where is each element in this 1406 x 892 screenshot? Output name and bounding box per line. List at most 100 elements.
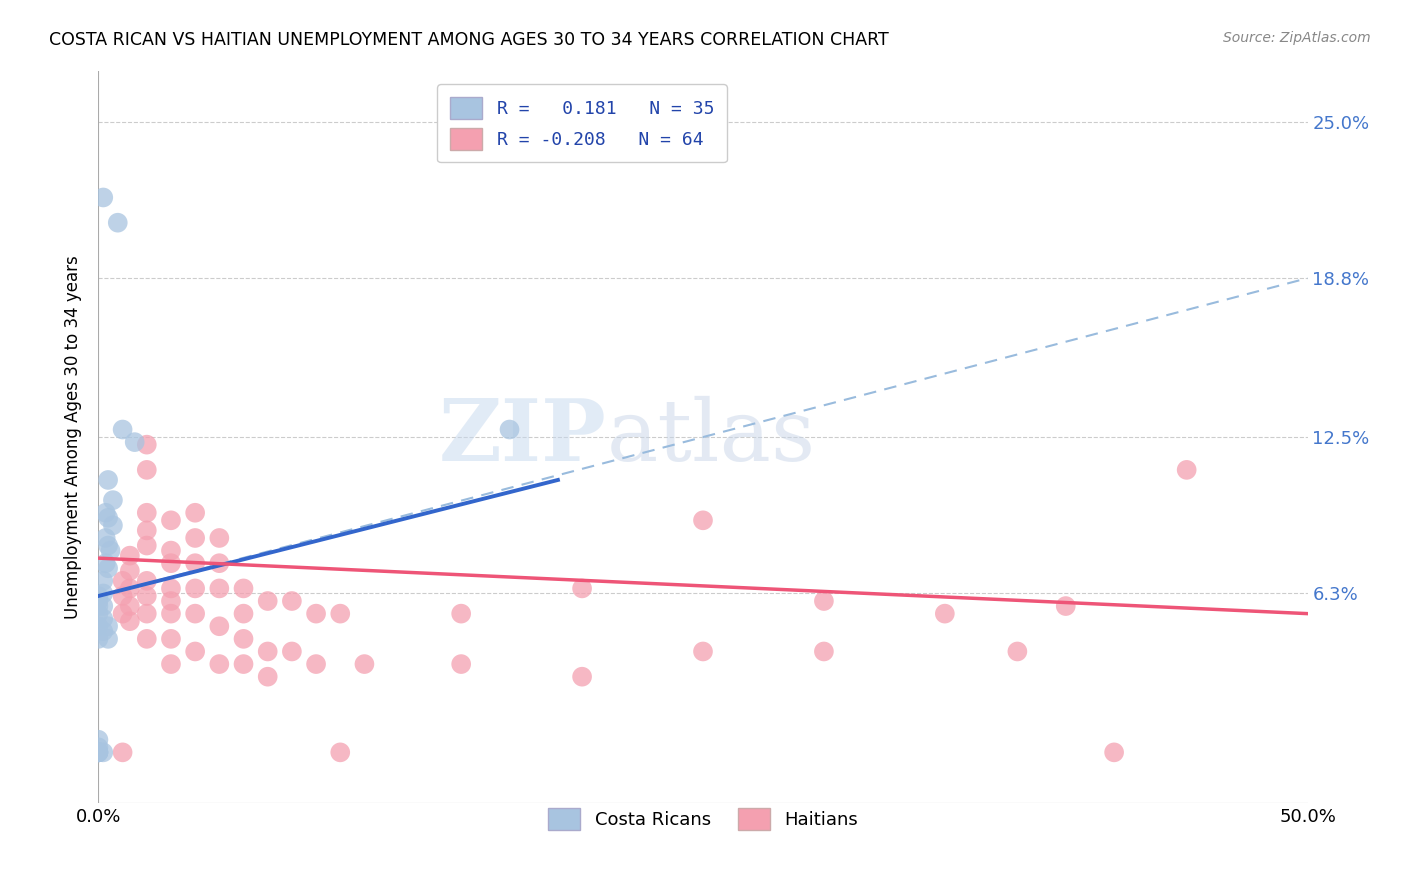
Point (87, 740, 110, 755)
Point (1054, 599, 1077, 613)
Point (934, 607, 956, 621)
Legend: Costa Ricans, Haitians: Costa Ricans, Haitians (540, 801, 866, 838)
Point (91, 190, 114, 204)
Point (208, 556, 231, 570)
Point (135, 607, 157, 621)
Point (97, 473, 120, 487)
Point (118, 549, 141, 563)
Point (184, 607, 207, 621)
Point (256, 644, 278, 658)
Point (87, 599, 110, 613)
Point (135, 506, 157, 520)
Point (91, 599, 114, 613)
Point (87, 745, 110, 759)
Point (353, 657, 375, 671)
Point (87, 745, 110, 759)
Point (87, 732, 110, 747)
Point (107, 216, 129, 230)
Point (329, 607, 352, 621)
Point (208, 582, 231, 596)
Point (97, 632, 120, 646)
Point (87, 594, 110, 608)
Point (97, 619, 120, 633)
Point (305, 607, 328, 621)
Point (111, 589, 134, 603)
Point (100, 543, 122, 558)
Point (118, 564, 141, 578)
Point (1102, 745, 1125, 759)
Point (87, 619, 110, 633)
Point (135, 589, 157, 603)
Point (184, 582, 207, 596)
Point (91, 586, 114, 600)
Point (232, 607, 254, 621)
Point (813, 644, 835, 658)
Point (135, 539, 157, 553)
Point (135, 437, 157, 451)
Point (101, 493, 124, 508)
Point (160, 543, 183, 558)
Point (692, 513, 714, 527)
Point (111, 423, 134, 437)
Point (87, 589, 110, 603)
Point (97, 561, 120, 575)
Point (184, 531, 207, 545)
Point (87, 632, 110, 646)
Point (160, 582, 183, 596)
Point (87, 745, 110, 759)
Point (87, 607, 110, 621)
Point (305, 657, 328, 671)
Point (1175, 463, 1198, 477)
Point (571, 582, 593, 596)
Point (160, 632, 183, 646)
Point (135, 574, 157, 588)
Point (184, 644, 207, 658)
Point (813, 594, 835, 608)
Point (184, 506, 207, 520)
Point (160, 556, 183, 570)
Point (135, 524, 157, 538)
Point (160, 513, 183, 527)
Text: Source: ZipAtlas.com: Source: ZipAtlas.com (1223, 31, 1371, 45)
Point (97, 510, 120, 524)
Point (498, 423, 520, 437)
Point (135, 463, 157, 477)
Point (281, 594, 304, 608)
Point (256, 670, 278, 684)
Point (184, 556, 207, 570)
Point (692, 644, 714, 658)
Point (232, 657, 254, 671)
Point (135, 632, 157, 646)
Point (118, 582, 141, 596)
Text: COSTA RICAN VS HAITIAN UNEMPLOYMENT AMONG AGES 30 TO 34 YEARS CORRELATION CHART: COSTA RICAN VS HAITIAN UNEMPLOYMENT AMON… (49, 31, 889, 49)
Point (160, 657, 183, 671)
Point (118, 599, 141, 613)
Point (111, 607, 134, 621)
Point (160, 607, 183, 621)
Text: atlas: atlas (606, 395, 815, 479)
Point (124, 435, 146, 450)
Point (111, 574, 134, 588)
Point (571, 670, 593, 684)
Point (94, 531, 117, 545)
Point (91, 574, 114, 588)
Point (91, 612, 114, 626)
Point (208, 657, 231, 671)
Point (1007, 644, 1029, 658)
Point (208, 531, 231, 545)
Point (329, 745, 352, 759)
Point (94, 506, 117, 520)
Y-axis label: Unemployment Among Ages 30 to 34 years: Unemployment Among Ages 30 to 34 years (65, 255, 83, 619)
Point (450, 657, 472, 671)
Text: ZIP: ZIP (439, 395, 606, 479)
Point (232, 632, 254, 646)
Point (94, 556, 117, 570)
Point (101, 518, 124, 533)
Point (111, 745, 134, 759)
Point (91, 624, 114, 639)
Point (97, 539, 120, 553)
Point (91, 745, 114, 759)
Point (208, 619, 231, 633)
Point (281, 644, 304, 658)
Point (232, 582, 254, 596)
